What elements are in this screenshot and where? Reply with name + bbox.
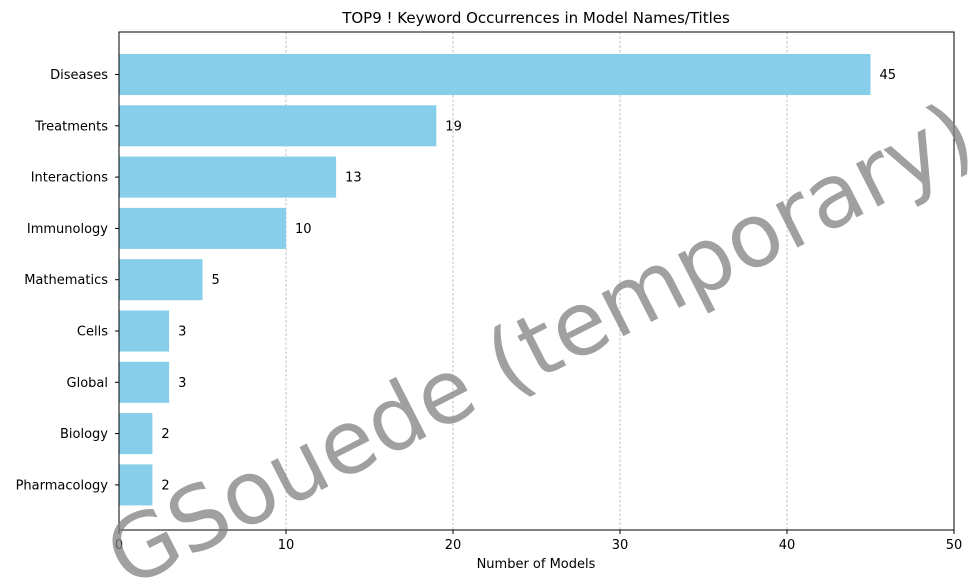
- x-tick-label-50: 50: [946, 538, 963, 553]
- data-label-immunology: 10: [295, 222, 312, 237]
- bar-biology: [119, 413, 153, 455]
- bar-diseases: [119, 53, 871, 96]
- y-tick-label-immunology: Immunology: [27, 222, 108, 237]
- data-label-biology: 2: [161, 427, 169, 442]
- watermark-text: GSouede (temporary): [90, 81, 973, 581]
- x-axis-ticks: 0 10 20 30 40 50: [115, 530, 962, 553]
- y-tick-label-interactions: Interactions: [31, 171, 109, 186]
- data-label-global: 3: [178, 376, 186, 391]
- bar-pharmacology: [119, 464, 153, 506]
- bar-treatments: [119, 105, 437, 147]
- data-label-interactions: 13: [345, 171, 362, 186]
- plot-area-frame: [118, 31, 955, 531]
- data-labels: 45 19 13 10 5 3 3 2 2: [161, 68, 896, 493]
- x-tick-label-0: 0: [115, 538, 123, 553]
- y-tick-label-global: Global: [67, 376, 108, 391]
- bar-global: [119, 361, 170, 403]
- data-label-diseases: 45: [880, 68, 897, 83]
- y-tick-label-cells: Cells: [77, 325, 108, 340]
- x-tick-label-30: 30: [612, 538, 629, 553]
- x-axis-label: Number of Models: [477, 557, 596, 572]
- data-label-treatments: 19: [445, 119, 462, 134]
- data-label-pharmacology: 2: [161, 478, 169, 493]
- y-tick-label-treatments: Treatments: [34, 119, 108, 134]
- bar-cells: [119, 310, 170, 352]
- x-tick-label-20: 20: [445, 538, 462, 553]
- y-axis-ticks: Diseases Treatments Interactions Immunology…: [16, 68, 119, 493]
- x-tick-label-10: 10: [278, 538, 295, 553]
- bars: [119, 53, 871, 506]
- x-tick-label-40: 40: [779, 538, 796, 553]
- y-tick-label-biology: Biology: [60, 427, 108, 442]
- data-label-cells: 3: [178, 325, 186, 340]
- data-label-mathematics: 5: [212, 273, 220, 288]
- y-tick-label-pharmacology: Pharmacology: [16, 478, 109, 493]
- bar-mathematics: [119, 259, 203, 301]
- bar-immunology: [119, 207, 286, 249]
- y-tick-label-mathematics: Mathematics: [24, 273, 108, 288]
- y-tick-label-diseases: Diseases: [50, 68, 108, 83]
- bar-interactions: [119, 156, 337, 198]
- chart-title: TOP9 ! Keyword Occurrences in Model Name…: [341, 9, 730, 27]
